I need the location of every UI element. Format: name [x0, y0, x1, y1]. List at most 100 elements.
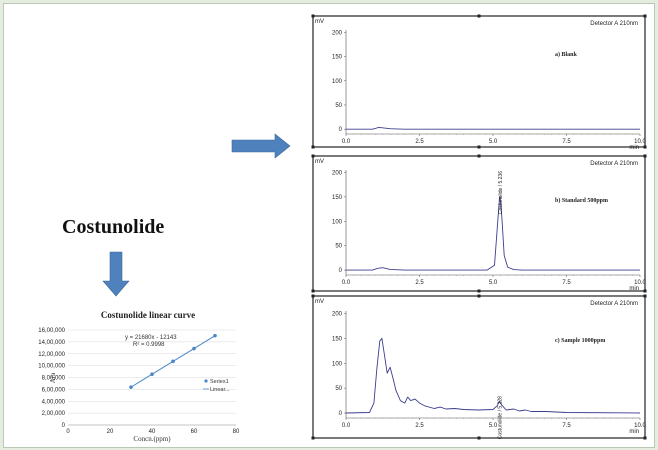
x-tick-label: 0.0	[342, 280, 351, 286]
x-tick-label: 20	[107, 429, 114, 435]
x-tick-label: 7.5	[562, 280, 571, 286]
frame-handle	[643, 289, 647, 293]
chromatogram-sample: 0 50 100 150 200 0.0 2.5 5.0 7.5 10.0 mV min Detecto…	[311, 294, 647, 440]
frame-handle	[477, 289, 481, 293]
y-tick-label: 0	[62, 423, 66, 429]
frame-handle	[311, 154, 315, 158]
data-point	[129, 385, 133, 389]
peak-label: Costunolide / 5.236	[498, 171, 504, 214]
y-tick-label: 2,00,000	[42, 411, 66, 417]
calibration-y-ticks: 0 2,00,000 4,00,000 6,00,000 8,00,000 10,00,0…	[38, 328, 65, 429]
data-point	[171, 359, 175, 364]
y-tick-label: 14,00,000	[38, 340, 65, 346]
x-tick-label: 5.0	[489, 423, 498, 429]
calibration-legend: Series1 Linear...	[203, 379, 230, 393]
x-unit-label: min	[629, 429, 639, 435]
y-tick-label: 100	[332, 79, 343, 85]
compound-title: Costunolide	[62, 216, 165, 238]
y-tick-label: 10,00,000	[38, 364, 65, 370]
x-tick-label: 10.0	[634, 139, 646, 145]
chromatogram-blank: 0 50 100 150 200 0.0 2.5 5.0 7.5 10.0 mV min Detecto…	[311, 14, 647, 151]
y-unit-label: mV	[315, 19, 324, 25]
panel-frame	[312, 15, 646, 148]
down-arrow-icon	[102, 251, 130, 297]
x-tick-label: 2.5	[415, 280, 424, 286]
y-unit-label: mV	[315, 299, 324, 305]
y-tick-label: 50	[335, 244, 342, 250]
y-tick-label: 4,00,000	[42, 399, 66, 405]
x-tick-label: 5.0	[489, 280, 498, 286]
peak-label: Costunolide / 5.228	[497, 396, 503, 439]
calibration-x-ticks: 0 20 40 60 80	[66, 429, 240, 435]
y-tick-label: 6,00,000	[42, 387, 66, 393]
x-tick-label: 0.0	[342, 139, 351, 145]
frame-handle	[311, 289, 315, 293]
y-tick-label: 16,00,000	[38, 328, 65, 334]
frame-handle	[477, 14, 481, 18]
calibration-r2: R² = 0.9998	[133, 342, 165, 348]
y-unit-label: mV	[315, 159, 324, 165]
y-tick-label: 200	[332, 30, 343, 36]
chromatogram-trace	[346, 127, 640, 130]
frame-handle	[477, 294, 481, 298]
y-tick-label: 0	[339, 268, 343, 274]
frame-handle	[477, 436, 481, 440]
panel-annotation: b) Standard 500ppm	[555, 197, 608, 204]
x-tick-label: 7.5	[562, 139, 571, 145]
detector-label: Detector A 210nm	[590, 301, 638, 307]
frame-handle	[311, 294, 315, 298]
data-point	[192, 346, 196, 351]
x-tick-label: 0	[66, 429, 70, 435]
panel-frame	[312, 155, 646, 292]
x-tick-label: 60	[191, 429, 198, 435]
y-tick-label: 100	[332, 361, 343, 367]
detector-label: Detector A 210nm	[590, 21, 638, 27]
data-point	[150, 372, 154, 377]
calibration-title: Costunolide linear curve	[101, 310, 195, 320]
frame-handle	[477, 154, 481, 158]
legend-label-linear: Linear...	[210, 387, 230, 393]
calibration-equation: y = 21680x - 12143	[125, 335, 177, 341]
x-tick-label: 7.5	[562, 423, 571, 429]
y-tick-label: 0	[339, 127, 343, 133]
right-arrow-icon	[231, 133, 291, 159]
frame-handle	[311, 436, 315, 440]
calibration-y-label: Ara	[49, 372, 57, 383]
x-tick-label: 2.5	[415, 423, 424, 429]
y-tick-label: 12,00,000	[38, 352, 65, 358]
frame-handle	[477, 145, 481, 149]
x-tick-label: 5.0	[489, 139, 498, 145]
x-tick-label: 10.0	[634, 423, 646, 429]
frame-handle	[643, 436, 647, 440]
frame-handle	[643, 154, 647, 158]
calibration-points	[129, 333, 217, 389]
y-tick-label: 50	[335, 103, 342, 109]
chromatogram-standard: 0 50 100 150 200 0.0 2.5 5.0 7.5 10.0 mV min Detecto…	[311, 154, 647, 293]
y-tick-label: 200	[332, 311, 343, 317]
calibration-chart: Costunolide linear curve 0 2,00,000 4,00,0…	[38, 310, 240, 443]
y-tick-label: 150	[332, 336, 343, 342]
y-tick-label: 150	[332, 195, 343, 201]
panel-annotation: a) Blank	[555, 51, 578, 58]
y-tick-label: 8,00,000	[42, 376, 66, 382]
x-tick-label: 40	[149, 429, 156, 435]
legend-label-series1: Series1	[210, 379, 229, 385]
x-tick-label: 2.5	[415, 139, 424, 145]
y-tick-label: 0	[339, 411, 343, 417]
data-point	[213, 333, 217, 338]
y-tick-label: 150	[332, 55, 343, 61]
frame-handle	[643, 294, 647, 298]
frame-handle	[311, 145, 315, 149]
x-unit-label: min	[629, 145, 639, 151]
frame-handle	[311, 14, 315, 18]
detector-label: Detector A 210nm	[590, 161, 638, 167]
x-unit-label: min	[629, 286, 639, 292]
chromatogram-trace	[346, 196, 640, 271]
frame-handle	[643, 145, 647, 149]
panel-frame	[312, 295, 646, 439]
y-tick-label: 100	[332, 219, 343, 225]
x-tick-label: 0.0	[342, 423, 351, 429]
frame-handle	[643, 14, 647, 18]
chromatogram-trace	[345, 337, 641, 414]
